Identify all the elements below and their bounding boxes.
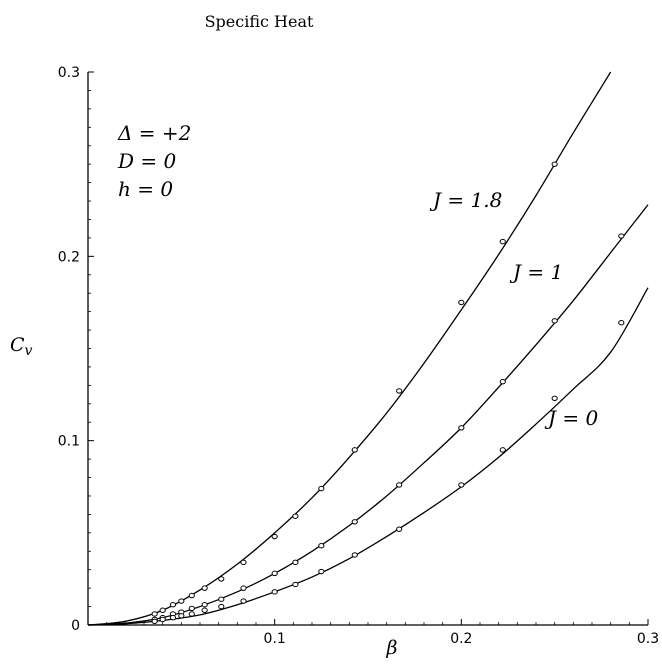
y-axis-label: Cv <box>10 334 33 359</box>
y-axis-label-main: C <box>10 334 25 356</box>
series-label-j-1: J = 1 <box>509 260 563 284</box>
data-point-j-1-8 <box>351 447 358 453</box>
param-h: h = 0 <box>118 177 173 201</box>
data-point-j-0 <box>318 568 325 575</box>
series-label-j-1-8: J = 1.8 <box>429 188 502 212</box>
data-point-j-0 <box>188 611 195 617</box>
data-point-j-0 <box>201 607 208 613</box>
data-point-j-0 <box>618 319 625 326</box>
param-d: D = 0 <box>117 149 177 173</box>
data-point-j-1-8 <box>159 607 166 613</box>
y-tick-label: 0.1 <box>58 434 80 450</box>
data-point-j-1 <box>218 596 225 602</box>
data-point-j-1 <box>240 585 247 591</box>
data-point-j-0 <box>169 614 177 621</box>
data-point-j-1 <box>396 482 403 488</box>
data-point-j-0 <box>499 447 506 453</box>
data-point-j-0 <box>240 598 247 604</box>
data-point-j-1-8 <box>178 598 185 604</box>
y-tick-label: 0.3 <box>58 65 80 81</box>
data-point-j-1-8 <box>318 485 325 492</box>
data-point-j-1 <box>499 378 506 385</box>
x-axis-label: β <box>386 637 398 659</box>
x-tick-label: 0.1 <box>264 631 286 647</box>
data-point-j-1 <box>188 605 195 612</box>
parameter-block: Δ = +2 D = 0 h = 0 <box>117 121 191 201</box>
series-label-j-0: J = 0 <box>544 406 598 430</box>
data-point-j-0 <box>271 589 278 595</box>
data-point-j-1-8 <box>169 602 177 608</box>
series-line-j-0 <box>87 287 649 626</box>
data-point-j-0 <box>292 581 299 588</box>
x-tick-label: 0.2 <box>450 631 472 647</box>
data-point-j-0 <box>396 526 403 532</box>
data-point-j-1-8 <box>240 559 247 566</box>
data-point-j-0 <box>151 618 158 625</box>
param-delta: Δ = +2 <box>117 121 191 145</box>
data-point-j-1-8 <box>458 299 465 306</box>
data-point-j-1-8 <box>271 533 278 540</box>
data-point-j-0 <box>218 603 225 610</box>
y-tick-label: 0.2 <box>58 249 80 265</box>
data-point-j-0 <box>551 395 558 401</box>
data-point-j-1 <box>458 425 465 431</box>
data-point-j-1 <box>351 519 358 525</box>
data-point-j-0 <box>159 616 166 623</box>
data-point-j-1-8 <box>292 513 299 519</box>
data-point-j-0 <box>178 613 185 619</box>
data-point-j-1-8 <box>396 388 403 394</box>
tick-labels: 0.1 0.2 0.3 0 0.1 0.2 0.3 <box>58 65 659 647</box>
data-point-j-1 <box>292 559 299 566</box>
data-point-j-1 <box>201 602 208 608</box>
chart-title: Specific Heat <box>205 12 314 31</box>
data-point-j-1-8 <box>151 611 158 617</box>
y-axis-label-subscript: v <box>25 343 33 359</box>
data-point-j-1 <box>618 233 625 239</box>
data-point-j-1-8 <box>218 576 225 582</box>
y-tick-label: 0 <box>71 618 80 634</box>
x-tick-label: 0.3 <box>637 631 659 647</box>
data-point-j-1-8 <box>188 592 195 599</box>
data-point-j-1-8 <box>499 238 506 245</box>
series-points <box>151 161 625 625</box>
data-point-j-1 <box>271 570 278 577</box>
data-point-j-0 <box>458 482 465 488</box>
data-point-j-0 <box>351 552 358 558</box>
data-point-j-1 <box>551 318 558 324</box>
data-point-j-1 <box>318 543 325 549</box>
data-point-j-1-8 <box>201 585 208 591</box>
data-point-j-1-8 <box>551 161 558 167</box>
